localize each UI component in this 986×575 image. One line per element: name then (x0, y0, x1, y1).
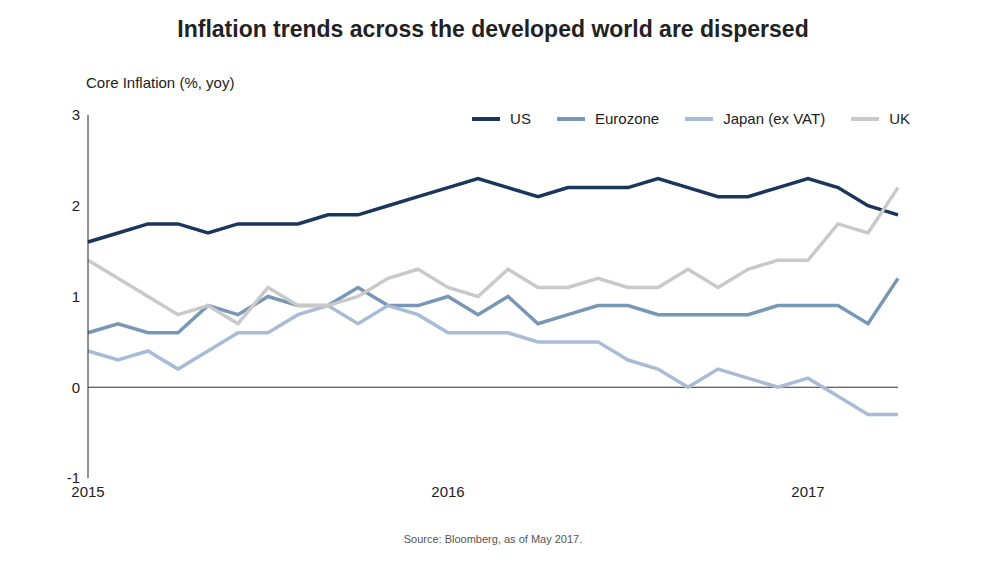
svg-text:2: 2 (72, 197, 80, 214)
svg-text:2016: 2016 (431, 483, 464, 500)
html-text:UK: UK (889, 110, 910, 127)
html-text:Eurozone: Eurozone (595, 110, 660, 127)
html-text:Source: Bloomberg, as of May 2: Source: Bloomberg, as of May 2017. (403, 533, 583, 545)
html-text:US: US (510, 110, 531, 127)
svg-text:2017: 2017 (791, 483, 824, 500)
svg-text:2015: 2015 (71, 482, 105, 500)
html-text:Japan (ex VAT): Japan (ex VAT) (723, 110, 826, 127)
html-text:Core Inflation (%, yoy): Core Inflation (%, yoy) (86, 74, 235, 91)
svg-text:3: 3 (72, 106, 80, 123)
html-text:Inflation trends across the de: Inflation trends across the developed wo… (177, 16, 809, 42)
svg-text:1: 1 (72, 288, 80, 305)
svg-text:0: 0 (72, 379, 80, 396)
svg-text:-1: -1 (67, 469, 80, 486)
